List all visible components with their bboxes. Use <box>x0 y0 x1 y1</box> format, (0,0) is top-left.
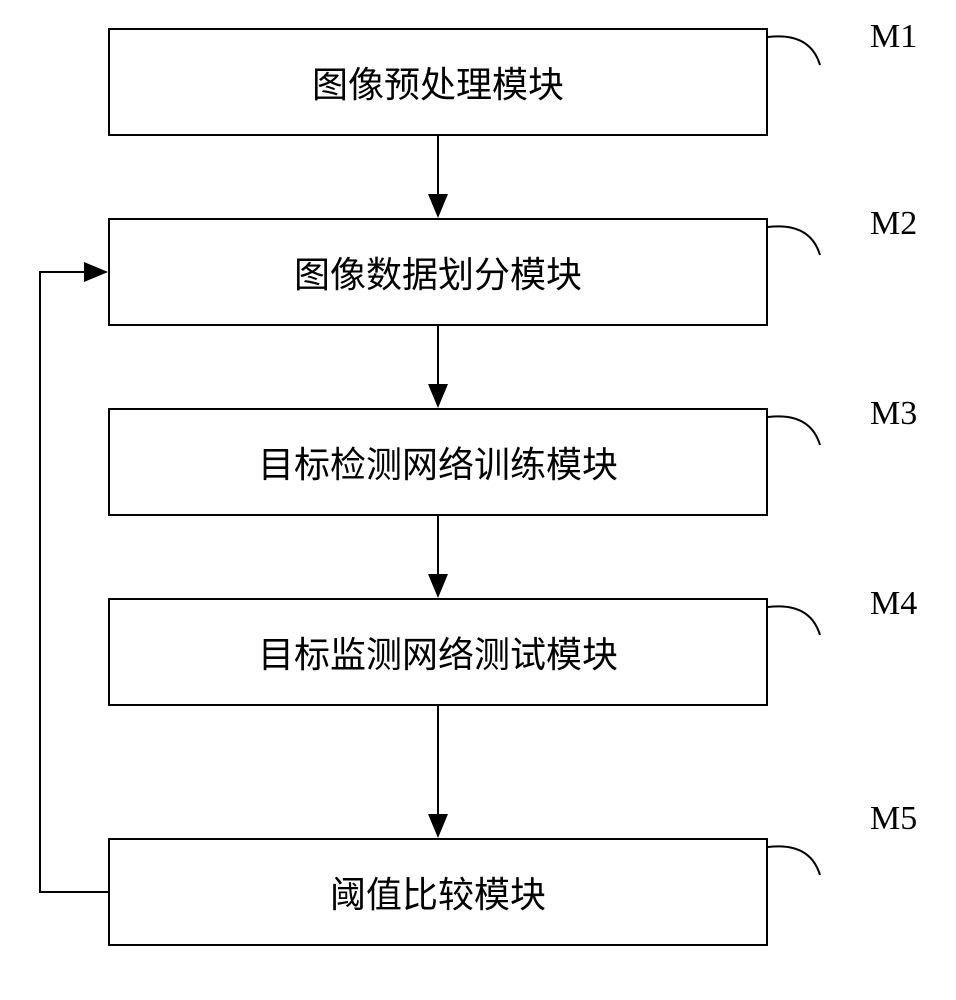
box-m1: 图像预处理模块 <box>108 28 768 136</box>
box-m3: 目标检测网络训练模块 <box>108 408 768 516</box>
box-m5: 阈值比较模块 <box>108 838 768 946</box>
box-m3-text: 目标检测网络训练模块 <box>258 436 618 488</box>
box-m5-text: 阈值比较模块 <box>330 866 546 918</box>
label-curve-m2 <box>768 226 820 255</box>
arrow-m5-m2-feedback <box>40 272 108 892</box>
box-m4-text: 目标监测网络测试模块 <box>258 626 618 678</box>
label-m4: M4 <box>870 585 917 623</box>
label-curve-m3 <box>768 416 820 445</box>
label-m2: M2 <box>870 205 917 243</box>
label-m1: M1 <box>870 18 917 56</box>
box-m4: 目标监测网络测试模块 <box>108 598 768 706</box>
box-m2-text: 图像数据划分模块 <box>294 246 582 298</box>
label-m5: M5 <box>870 800 917 838</box>
label-m3: M3 <box>870 395 917 433</box>
label-curve-m1 <box>768 36 820 65</box>
label-curve-m4 <box>768 606 820 635</box>
box-m2: 图像数据划分模块 <box>108 218 768 326</box>
box-m1-text: 图像预处理模块 <box>312 56 564 108</box>
label-curve-m5 <box>768 846 820 875</box>
